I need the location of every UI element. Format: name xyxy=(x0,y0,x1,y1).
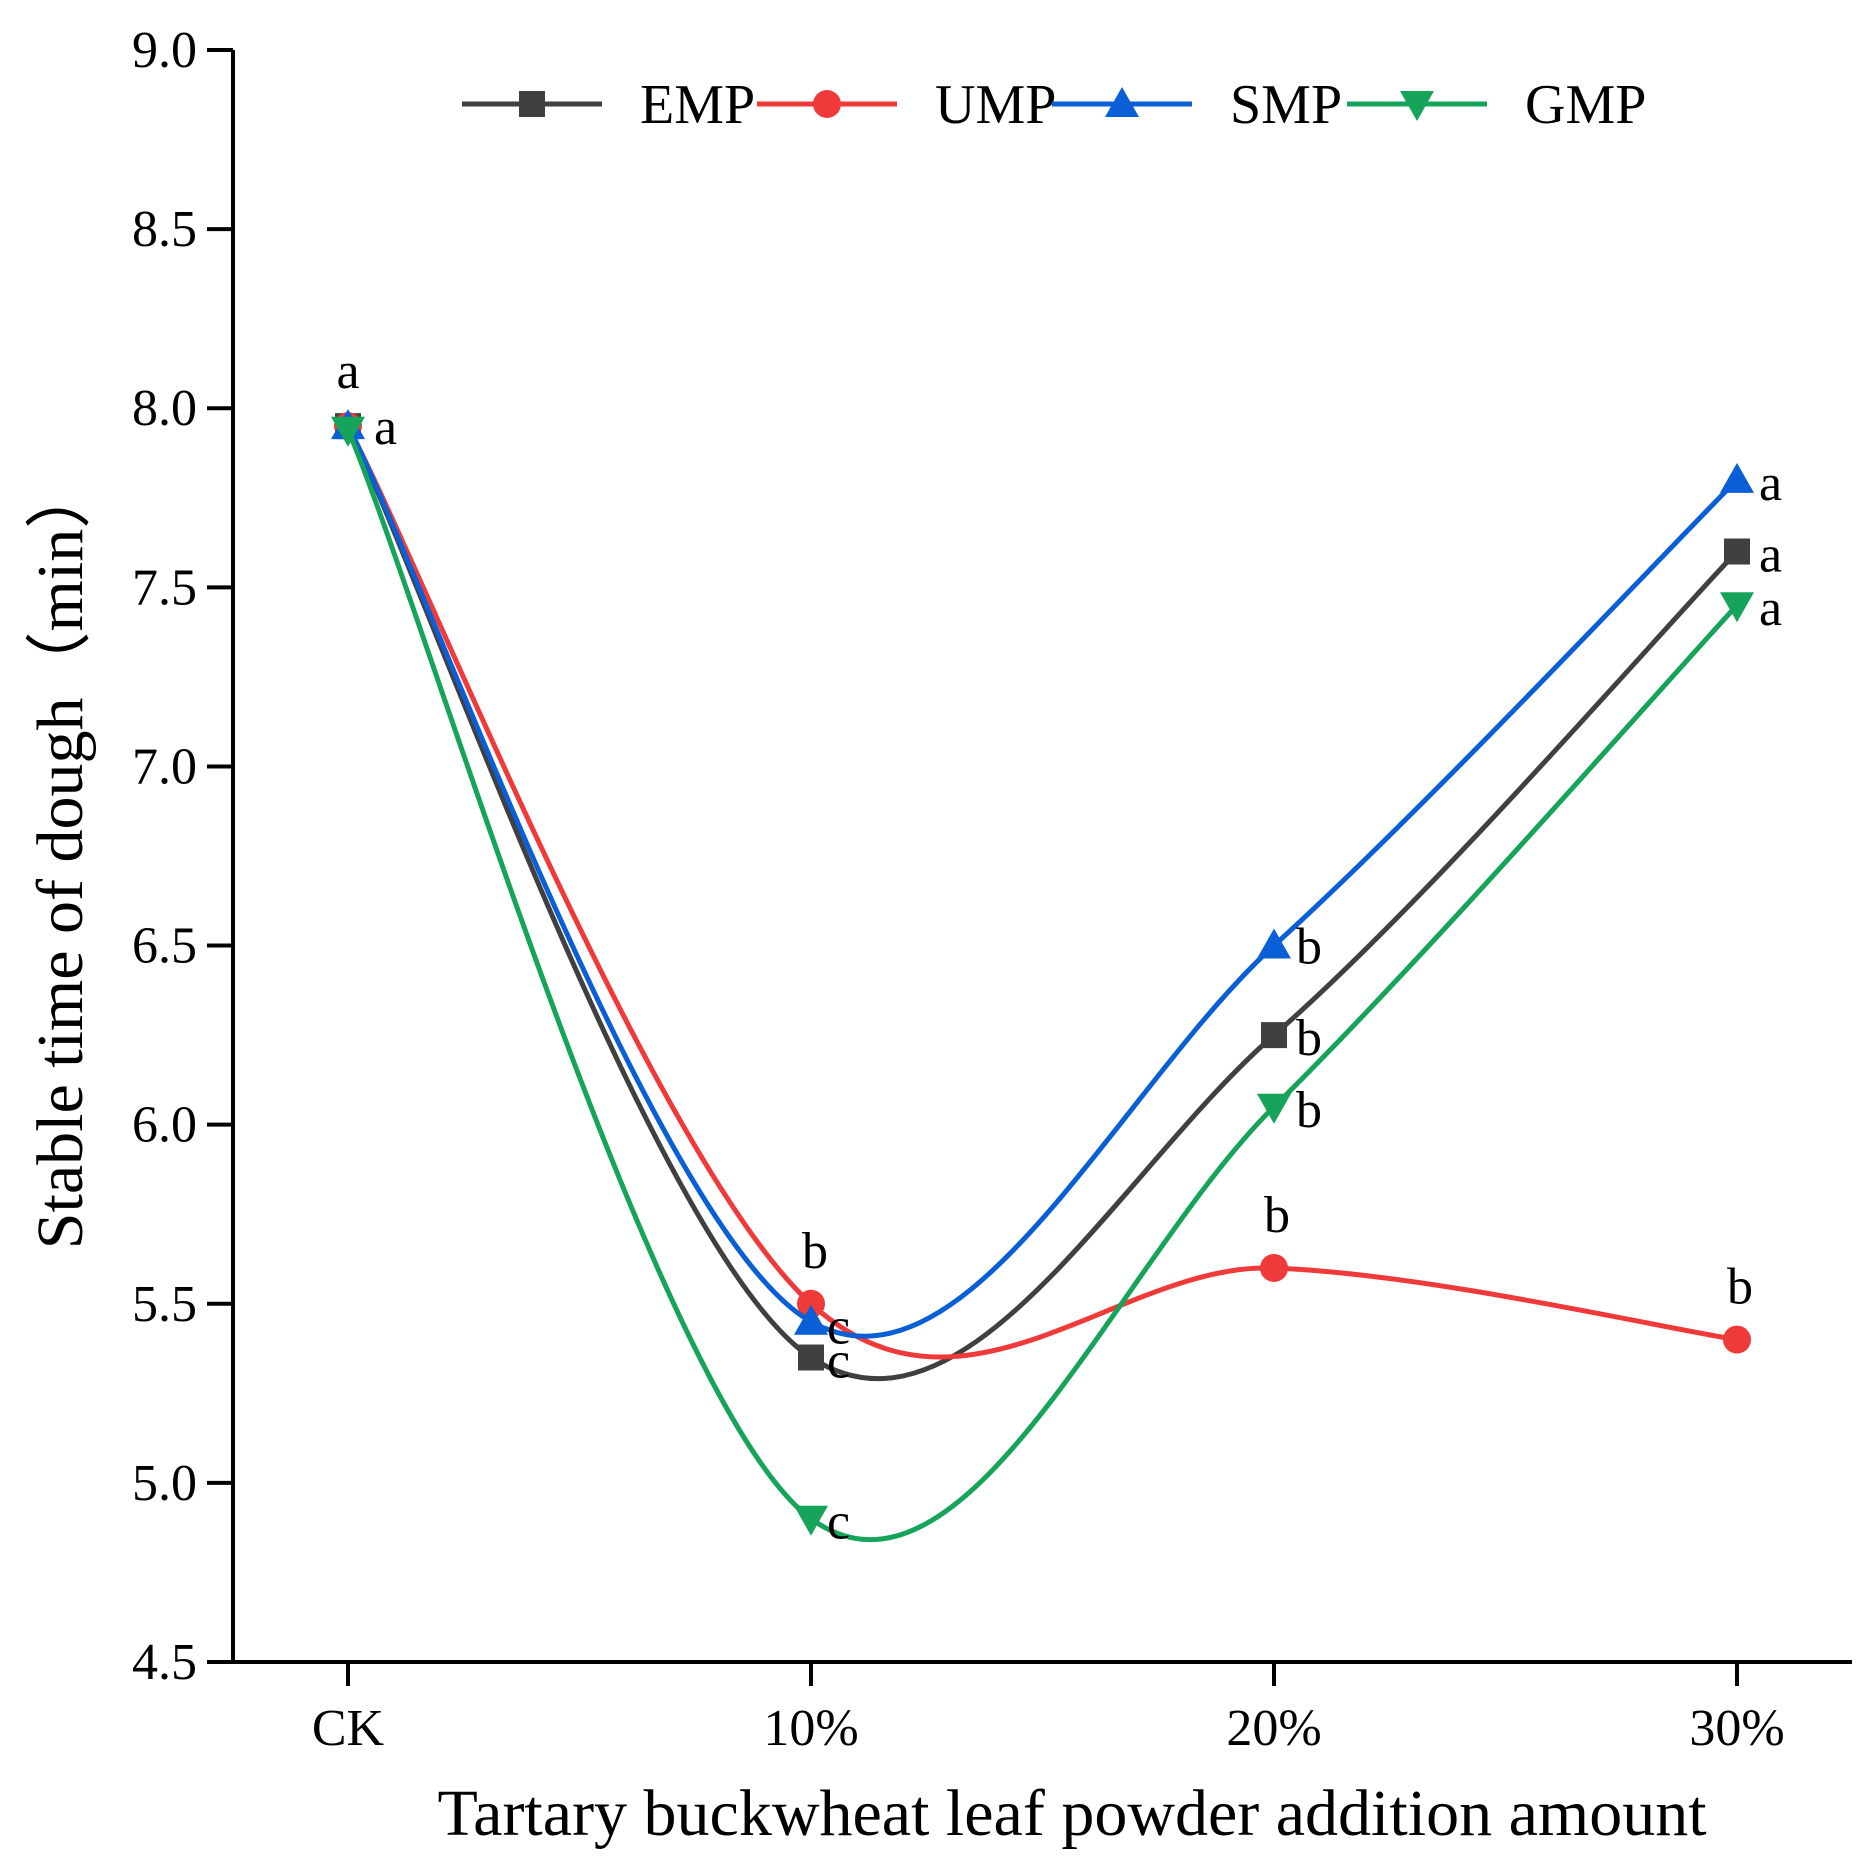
y-tick-label: 4.5 xyxy=(132,1634,197,1691)
legend-marker xyxy=(1105,87,1139,117)
series-line-smp xyxy=(345,424,1739,1339)
data-point-emp xyxy=(1261,1022,1287,1049)
legend-marker xyxy=(519,91,545,117)
x-tick-label: 20% xyxy=(1226,1700,1321,1757)
sig-label-gmp: c xyxy=(827,1494,850,1551)
legend-marker xyxy=(813,90,841,118)
y-tick-label: 6.5 xyxy=(132,918,197,975)
data-point-ump xyxy=(797,1289,825,1318)
x-tick-label: CK xyxy=(312,1700,385,1757)
data-point-smp xyxy=(1257,928,1291,959)
plot-area: 4.5 5.0 5.5 6.0 6.5 7.0 7.5 8.0 8.5 9.0 CK 10% 20% 3… xyxy=(132,22,1852,1757)
x-tick-label: 30% xyxy=(1689,1700,1784,1757)
y-tick-label: 7.5 xyxy=(132,559,197,616)
legend-item-gmp: GMP xyxy=(1347,74,1646,136)
series-smp xyxy=(331,409,1754,1339)
legend-item-ump: UMP xyxy=(757,74,1056,136)
y-tick-label: 5.5 xyxy=(132,1276,197,1333)
sig-label-smp: a xyxy=(1759,455,1782,512)
legend-label: EMP xyxy=(640,74,755,136)
legend-label: UMP xyxy=(935,74,1056,136)
sig-label-emp: b xyxy=(1296,1010,1322,1067)
sig-label-emp: c xyxy=(827,1333,850,1390)
series-line-gmp xyxy=(345,428,1739,1543)
legend-item-emp: EMP xyxy=(462,74,755,136)
sig-label-ump: b xyxy=(1264,1187,1290,1244)
data-point-gmp xyxy=(794,1505,828,1536)
sig-label-smp: c xyxy=(827,1299,850,1356)
legend-item-smp: SMP xyxy=(1052,74,1342,136)
data-point-gmp xyxy=(1257,1093,1291,1124)
data-point-smp xyxy=(1720,462,1754,493)
sig-label-smp: b xyxy=(1296,919,1322,976)
data-point-emp xyxy=(798,1344,824,1371)
data-point-ump xyxy=(1723,1325,1751,1354)
y-tick-label: 6.0 xyxy=(132,1097,197,1154)
data-point-gmp xyxy=(331,416,365,447)
series-line-ump xyxy=(345,424,1738,1360)
y-tick-label: 5.0 xyxy=(132,1455,197,1512)
sig-label-gmp: a xyxy=(1759,580,1782,637)
y-tick-label: 7.0 xyxy=(132,738,197,795)
sig-label-ump: a xyxy=(336,343,359,400)
x-tick-label: 10% xyxy=(763,1700,858,1757)
legend-label: GMP xyxy=(1525,74,1646,136)
legend: EMP UMP SMP GMP xyxy=(462,74,1646,136)
y-tick-label: 8.5 xyxy=(132,201,197,258)
series-line-emp xyxy=(345,425,1739,1382)
y-tick-label: 9.0 xyxy=(132,22,197,79)
data-point-gmp xyxy=(1720,592,1754,623)
legend-marker xyxy=(1400,91,1434,121)
sig-label-emp: a xyxy=(374,399,397,456)
sig-label-ump: b xyxy=(802,1223,828,1280)
series-gmp xyxy=(331,416,1754,1543)
y-axis-title: Stable time of dough（min） xyxy=(24,463,97,1249)
data-point-smp xyxy=(794,1304,828,1335)
sig-label-ump: b xyxy=(1727,1259,1753,1316)
sig-label-emp: a xyxy=(1759,527,1782,584)
legend-label: SMP xyxy=(1230,74,1342,136)
data-point-ump xyxy=(1260,1253,1288,1282)
y-tick-label: 8.0 xyxy=(132,380,197,437)
x-axis-title: Tartary buckwheat leaf powder addition a… xyxy=(437,1777,1706,1850)
sig-label-gmp: b xyxy=(1296,1082,1322,1139)
data-point-emp xyxy=(1724,538,1750,565)
